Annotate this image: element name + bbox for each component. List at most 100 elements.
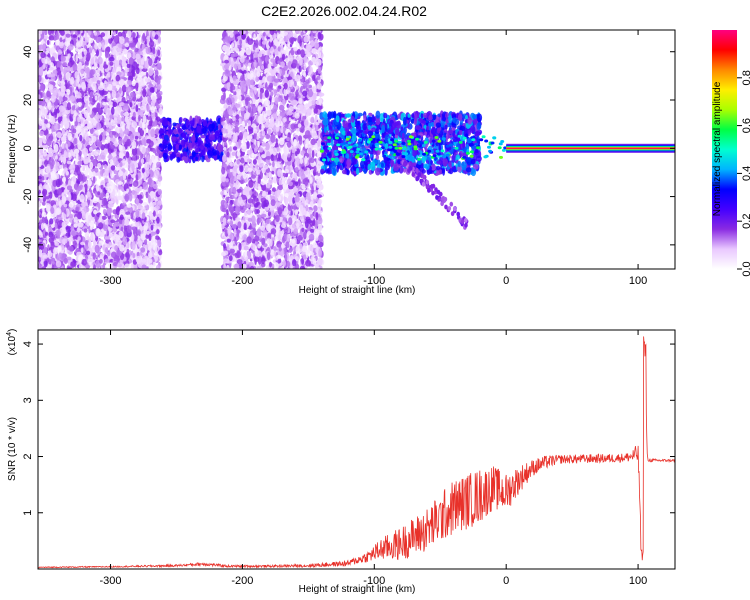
- spectrogram-cell: [41, 211, 47, 218]
- spectrogram-cell: [142, 181, 148, 190]
- spectrogram-cell: [76, 227, 81, 233]
- spectrogram-cell: [55, 178, 61, 188]
- spectrogram-cell: [59, 164, 64, 170]
- spectrogram-cell: [119, 162, 123, 168]
- spectrogram-cell: [94, 43, 98, 50]
- spectrogram-cell: [105, 120, 110, 128]
- spectrogram-cell: [105, 136, 111, 141]
- spectrogram-cell: [115, 84, 120, 89]
- spectrogram-cell: [79, 193, 85, 203]
- spectrogram-cell: [162, 139, 168, 145]
- spectrogram-cell: [125, 211, 131, 215]
- spectrogram-cell: [214, 130, 220, 140]
- spectrogram-cell: [217, 154, 221, 160]
- spectrogram-cell: [61, 135, 67, 142]
- spectrogram-cell: [107, 208, 112, 217]
- spectrogram-cell: [56, 188, 63, 196]
- spectrogram-cell: [55, 155, 58, 160]
- spectrogram-cell: [38, 231, 43, 238]
- spectrogram-cell: [78, 173, 84, 182]
- spectrogram-cell: [93, 239, 97, 246]
- spectrogram-cell: [90, 118, 95, 124]
- spectrogram-cell: [180, 139, 185, 146]
- spectrogram-cell: [133, 215, 137, 220]
- spectrogram-cell: [44, 108, 48, 116]
- spectrogram-cell: [99, 64, 104, 70]
- spectrogram-cell: [150, 99, 156, 107]
- spectrogram-cell: [65, 130, 69, 134]
- spectrogram-cell: [129, 133, 135, 141]
- spectrogram-cell: [88, 137, 92, 145]
- spectrogram-cell: [126, 243, 130, 249]
- spectrogram-cell: [109, 114, 114, 119]
- spectrogram-cell: [77, 160, 83, 166]
- spectrogram-cell: [88, 171, 93, 178]
- spectrogram-cell: [172, 122, 177, 127]
- spectrogram-cell: [212, 152, 217, 156]
- spectrogram-cell: [55, 229, 61, 237]
- spectrogram-cell: [148, 140, 154, 148]
- spectrogram-cell: [148, 67, 154, 77]
- spectrogram-cell: [87, 214, 92, 224]
- spectrogram-cell: [101, 42, 105, 51]
- spectrogram-cell: [149, 87, 155, 93]
- spectrogram-cell: [45, 165, 51, 174]
- spectrogram-cell: [112, 42, 116, 47]
- spectrogram-cell: [93, 31, 98, 36]
- spectrogram-cell: [121, 219, 125, 227]
- spectrogram-cell: [77, 236, 81, 241]
- spectrogram-cell: [146, 154, 150, 163]
- spectrogram-cell: [111, 152, 117, 157]
- spectrogram-cell: [148, 58, 153, 67]
- spectrogram-cell: [148, 120, 153, 127]
- spectrogram-cell: [137, 102, 141, 107]
- spectrogram-cell: [76, 188, 80, 194]
- spectrogram-cell: [112, 131, 116, 136]
- spectrogram-cell: [145, 147, 151, 153]
- spectrogram-cell: [124, 263, 130, 269]
- spectrogram-cell: [131, 140, 137, 150]
- spectrogram-cell: [60, 30, 65, 36]
- spectrogram-cell: [70, 261, 75, 268]
- spectrogram-cell: [66, 160, 72, 165]
- spectrogram-cell: [95, 184, 100, 192]
- spectrogram-cell: [123, 48, 128, 55]
- spectrogram-cell: [145, 266, 149, 269]
- spectrogram-cell: [109, 137, 116, 142]
- spectrogram-cell: [54, 222, 58, 230]
- spectrogram-cell: [125, 86, 132, 93]
- spectrogram-cell: [119, 259, 124, 264]
- spectrogram-cell: [119, 175, 124, 182]
- spectrogram-cell: [119, 36, 125, 45]
- spectrogram-cell: [61, 105, 66, 113]
- spectrogram-cell: [147, 96, 152, 104]
- spectrogram-cell: [131, 233, 135, 242]
- spectrogram-cell: [103, 61, 107, 69]
- spectrogram-cell: [65, 171, 69, 176]
- spectrogram-cell: [121, 60, 127, 67]
- spectrogram-cell: [75, 125, 82, 134]
- spectrogram-cell: [92, 82, 96, 87]
- spectrogram-cell: [113, 36, 118, 43]
- spectrogram-cell: [127, 174, 132, 180]
- spectrogram-cell: [99, 134, 103, 142]
- spectrogram-cell: [61, 238, 68, 244]
- spectrogram-cell: [82, 211, 86, 220]
- spectrogram-cell: [55, 108, 60, 114]
- spectrogram-cell: [75, 54, 79, 63]
- spectrogram-cell: [126, 63, 131, 68]
- spectrogram-cell: [76, 74, 80, 84]
- spectrogram-cell: [116, 51, 123, 56]
- spectrogram-cell: [201, 155, 205, 163]
- spectrogram-cell: [55, 40, 60, 46]
- spectrogram-cell: [153, 210, 156, 217]
- spectrogram-cell: [70, 169, 75, 175]
- spectrogram-cell: [100, 32, 106, 38]
- spectrogram-cell: [156, 77, 161, 85]
- spectrogram-cell: [150, 224, 154, 231]
- spectrogram-cell: [50, 116, 56, 125]
- spectrogram-cell: [61, 177, 67, 183]
- spectrogram-cell: [156, 92, 161, 99]
- spectrogram-cell: [38, 175, 42, 180]
